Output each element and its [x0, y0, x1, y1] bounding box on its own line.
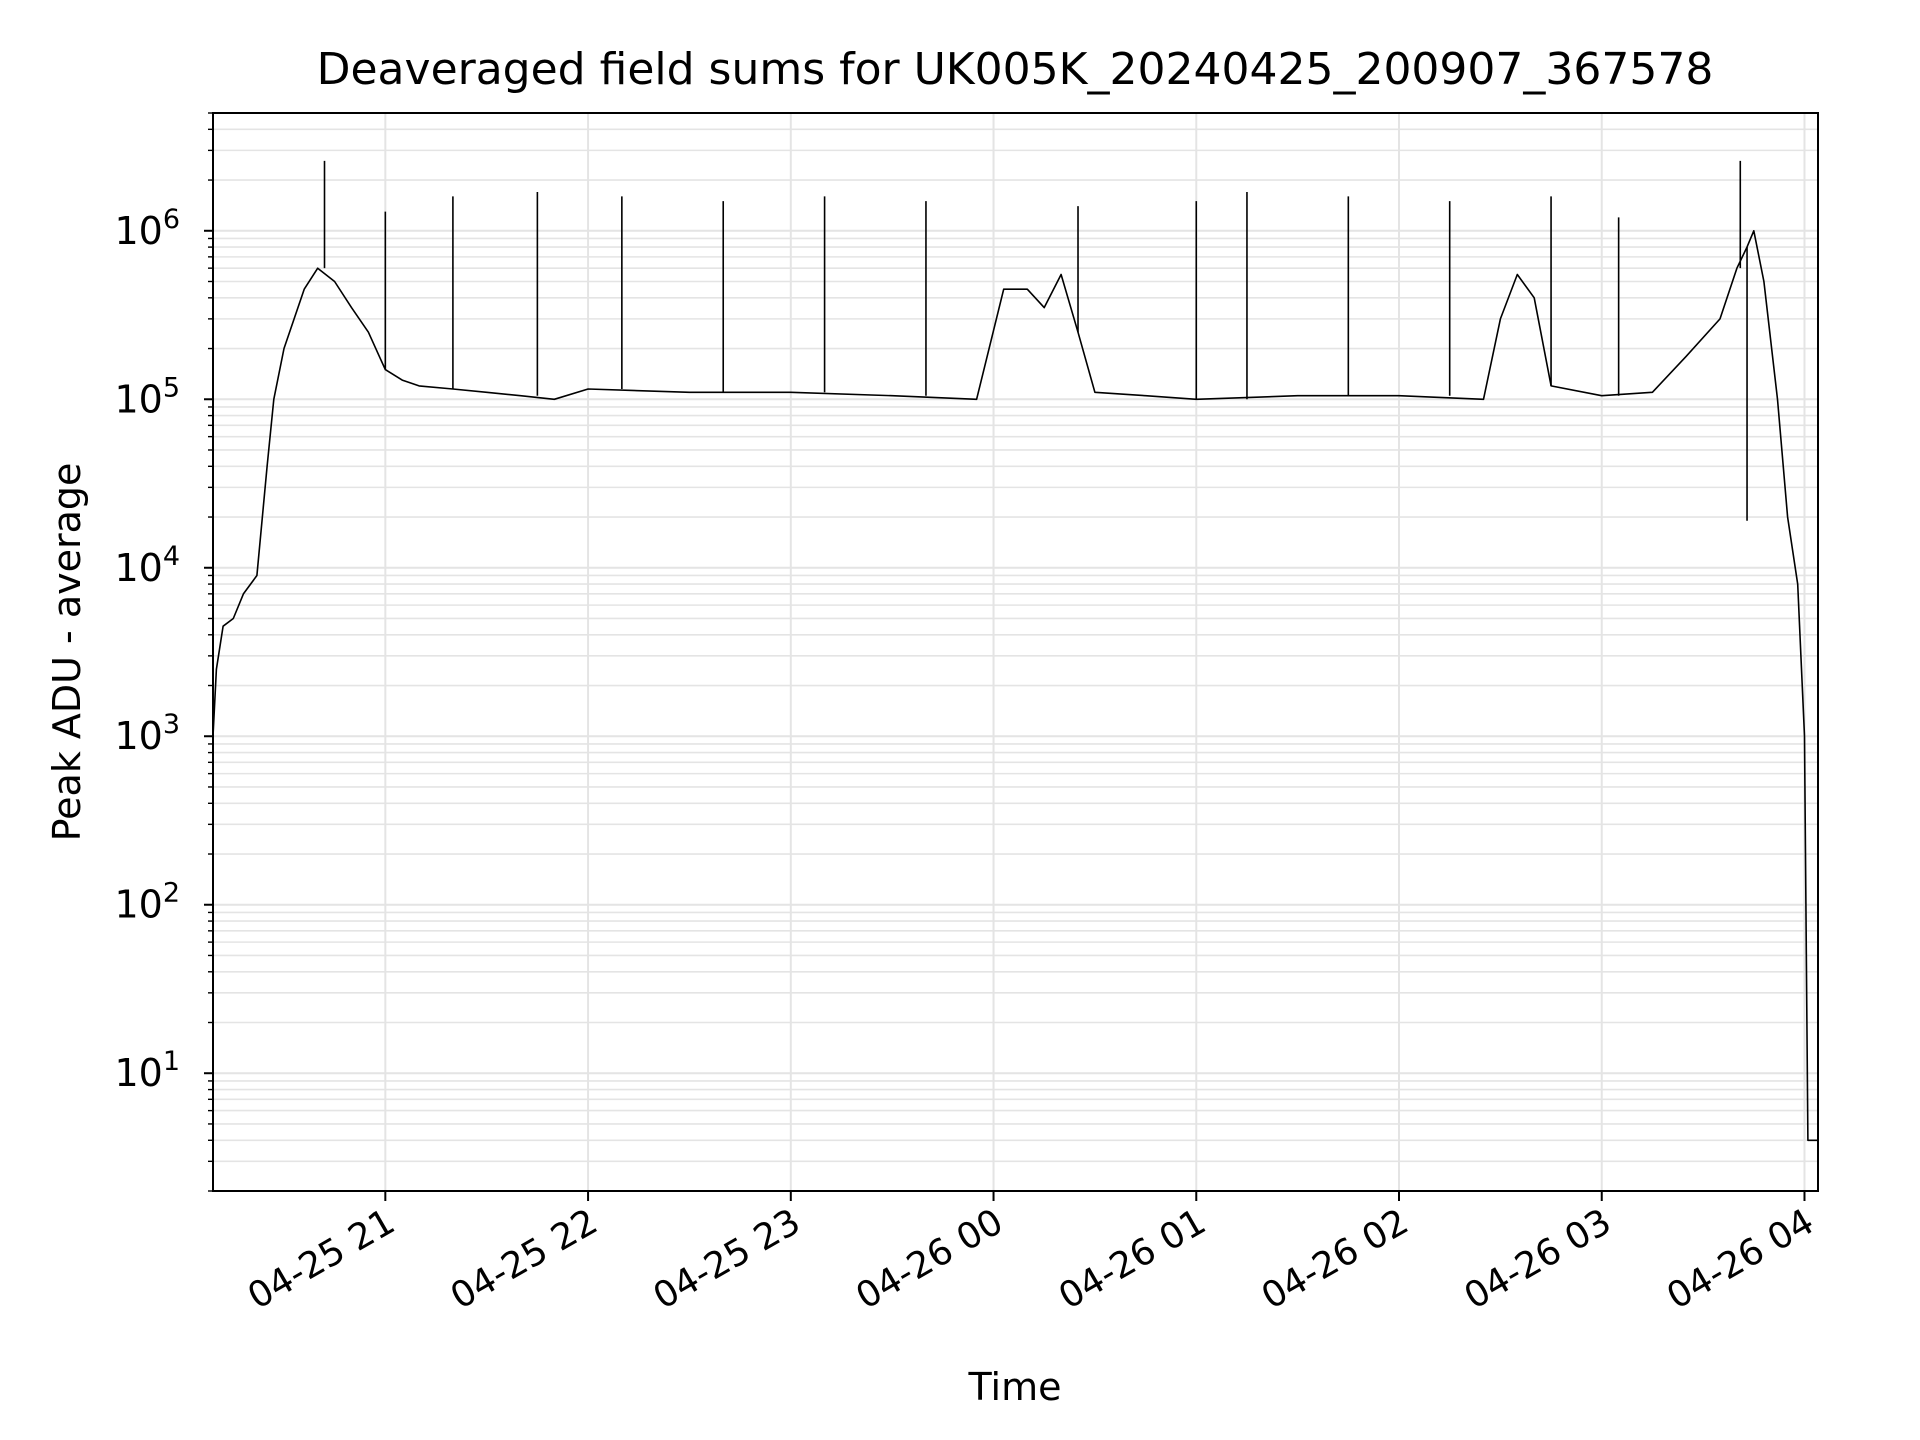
x-tick-label: 04-25 22 [444, 1201, 605, 1317]
x-tick-label: 04-26 01 [1052, 1201, 1213, 1317]
x-tick-label: 04-26 03 [1458, 1201, 1619, 1317]
series-line [212, 230, 1818, 1142]
x-axis-label: Time [968, 1365, 1062, 1409]
plot-frame [212, 112, 1819, 1192]
grid [213, 112, 1818, 1192]
ticks: 101 102 103 104 105 106 04-25 21 04-25 22 04-25 … [114, 112, 1821, 1318]
series-layer [212, 160, 1818, 1142]
x-tick-label: 04-26 00 [849, 1201, 1010, 1317]
y-tick-label: 104 [114, 541, 180, 590]
y-tick-label: 101 [114, 1046, 180, 1095]
y-axis-label: Peak ADU - average [45, 463, 89, 842]
x-tick-label: 04-25 23 [647, 1201, 808, 1317]
x-tick-label: 04-25 21 [241, 1201, 402, 1317]
y-tick-label: 102 [114, 878, 180, 927]
y-tick-label: 103 [114, 709, 180, 758]
chart-title: Deaveraged field sums for UK005K_2024042… [317, 44, 1714, 95]
y-tick-label: 106 [114, 204, 180, 253]
x-tick-label: 04-26 02 [1255, 1201, 1416, 1317]
x-tick-label: 04-26 04 [1660, 1201, 1821, 1317]
y-tick-label: 105 [114, 372, 180, 421]
